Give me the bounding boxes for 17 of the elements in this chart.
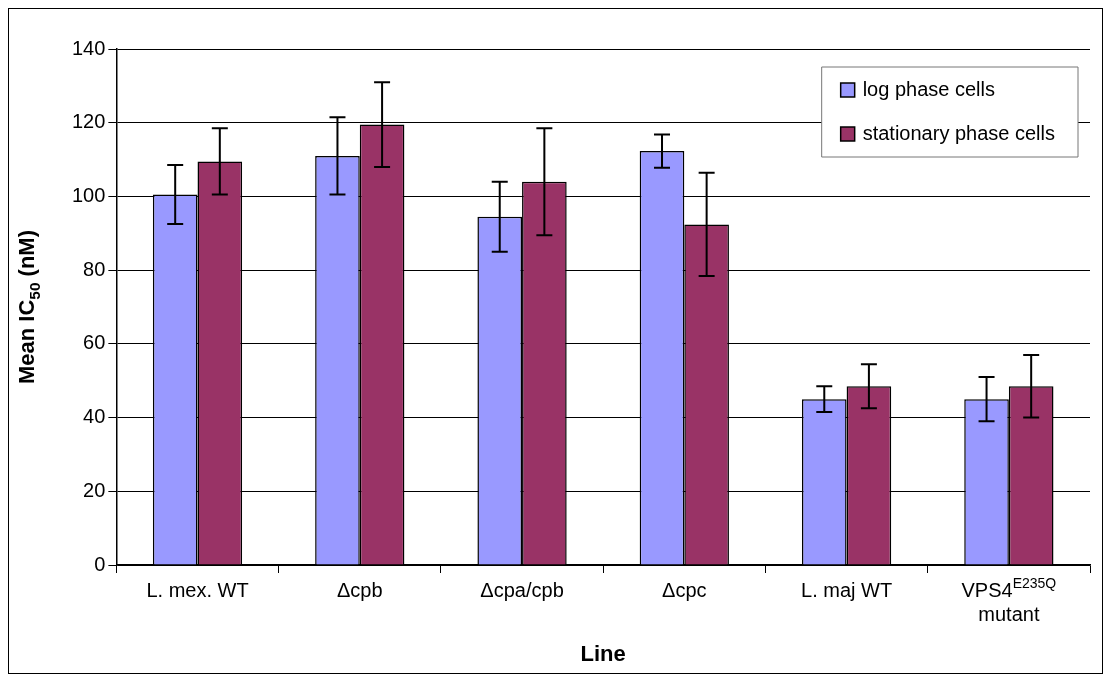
y-tick-label: 60 xyxy=(83,331,106,354)
y-tick-label: 20 xyxy=(83,478,106,501)
x-tick-label: Δcpa/cpb xyxy=(480,578,564,601)
y-tick-label: 40 xyxy=(83,405,106,428)
y-tick-label: 80 xyxy=(83,257,106,280)
legend-label: stationary phase cells xyxy=(862,121,1055,144)
y-tick-label: 120 xyxy=(71,110,106,133)
x-tick-label: L. maj WT xyxy=(801,578,893,601)
x-tick-label: Δcpb xyxy=(336,578,383,601)
y-tick-label: 100 xyxy=(71,183,106,206)
x-tick-label: Δcpc xyxy=(662,578,707,601)
y-tick-label: 140 xyxy=(71,36,106,59)
y-axis-title: Mean IC50 (nM) xyxy=(14,230,44,384)
y-tick-label: 0 xyxy=(94,552,106,575)
legend-label: log phase cells xyxy=(862,77,995,100)
x-axis-title: Line xyxy=(580,641,626,667)
x-tick-label: L. mex. WT xyxy=(146,578,249,601)
